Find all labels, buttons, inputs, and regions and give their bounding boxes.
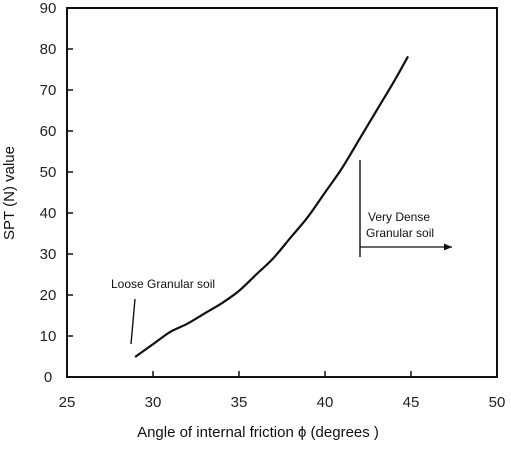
- x-tick-label: 25: [59, 394, 76, 411]
- plot-frame: [66, 7, 498, 378]
- y-tick-label: 0: [44, 369, 52, 386]
- x-tick-label: 40: [317, 394, 334, 411]
- annotations: Loose Granular soil Very Dense Granular …: [111, 160, 452, 345]
- annotation-loose-line-0: Loose Granular soil: [111, 277, 215, 291]
- y-tick-label: 90: [40, 0, 57, 17]
- y-tick-label: 50: [40, 164, 57, 181]
- x-axis: 25 30 35 40 45 50: [59, 371, 506, 411]
- y-tick-label: 60: [40, 123, 57, 140]
- y-axis-title: SPT (N) value: [1, 146, 18, 240]
- y-axis: 0 10 20 30 40 50 60 70 80 90: [40, 0, 73, 386]
- x-tick-label: 30: [145, 394, 162, 411]
- x-tick-label: 50: [489, 394, 506, 411]
- x-axis-title: Angle of internal friction ϕ (degrees ): [137, 424, 379, 441]
- y-tick-label: 70: [40, 82, 57, 99]
- series-layer: [134, 56, 409, 358]
- annotation-dense-arrow-head: [444, 243, 452, 251]
- x-tick-label: 35: [231, 394, 248, 411]
- y-tick-label: 80: [40, 41, 57, 58]
- y-tick-label: 40: [40, 205, 57, 222]
- annotation-loose-pointer: [130, 298, 136, 345]
- x-tick-label: 45: [403, 394, 420, 411]
- y-tick-label: 10: [40, 328, 57, 345]
- y-tick-label: 20: [40, 287, 57, 304]
- series-line-0: [134, 56, 409, 358]
- annotation-dense-line-1: Granular soil: [366, 226, 434, 240]
- y-tick-label: 30: [40, 246, 57, 263]
- annotation-dense-line-0: Very Dense: [368, 210, 430, 224]
